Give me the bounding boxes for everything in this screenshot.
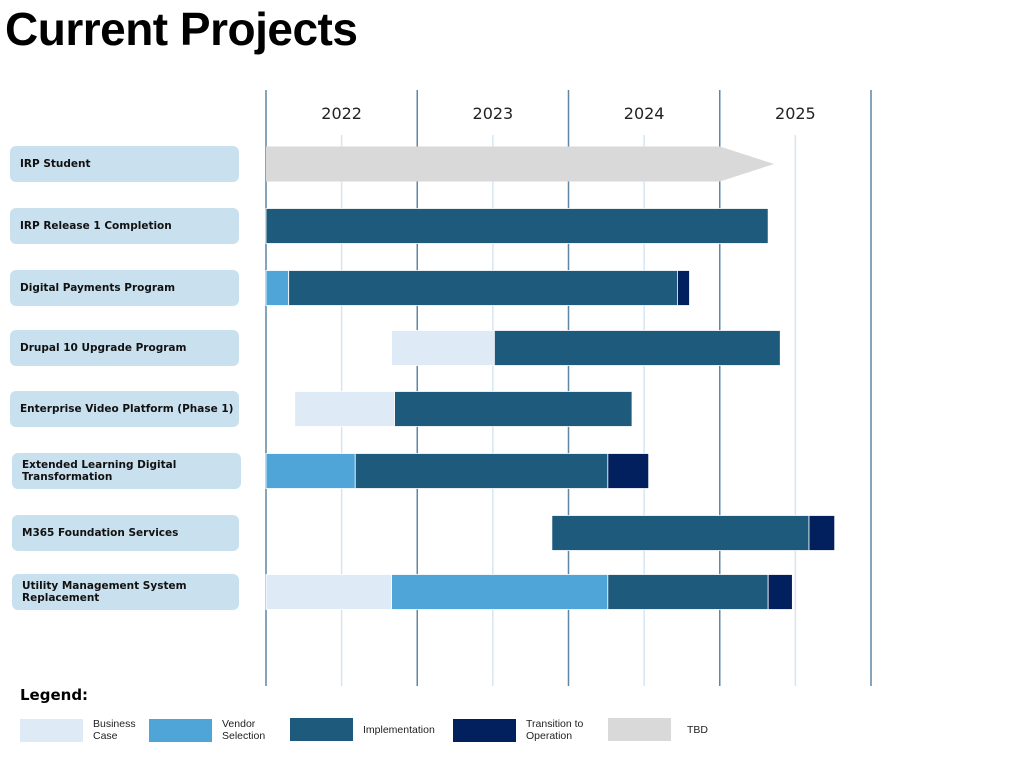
bar-segment-implementation [607, 574, 769, 610]
project-label: Extended Learning Digital Transformation [12, 453, 241, 489]
legend-label: Implementation [363, 723, 435, 736]
year-label: 2022 [321, 104, 362, 123]
bar-segment-transition [767, 574, 793, 610]
bar-segment-transition [607, 453, 650, 489]
project-label: Digital Payments Program [10, 270, 239, 306]
bar-segment-vendor-selection [391, 574, 609, 610]
project-label: M365 Foundation Services [12, 515, 239, 551]
legend-item-implementation: Implementation [290, 718, 435, 741]
legend-swatch [290, 718, 353, 741]
year-label: 2025 [775, 104, 816, 123]
bar-segment-business-case [391, 330, 495, 366]
legend-label: TBD [687, 723, 708, 736]
legend-label: Transition to Operation [526, 718, 584, 742]
bar-segment-implementation [354, 453, 609, 489]
legend-swatch [149, 718, 212, 742]
legend-label: Business Case [93, 718, 136, 742]
bar-segment-implementation [551, 515, 810, 551]
legend-swatch [453, 718, 516, 742]
legend-item-transition: Transition to Operation [453, 718, 583, 742]
bar-segment-implementation [493, 330, 781, 366]
legend-label: Vendor Selection [222, 718, 266, 742]
legend-swatch [20, 718, 83, 742]
bar-segment-business-case [265, 574, 392, 610]
legend-item-vendor-selection: Vendor Selection [149, 718, 265, 742]
legend-item-tbd: TBD [608, 718, 708, 741]
project-label: Utility Management System Replacement [12, 574, 239, 610]
project-label: Drupal 10 Upgrade Program [10, 330, 239, 366]
page-title: Current Projects [5, 3, 358, 55]
bar-segment-business-case [294, 391, 395, 427]
legend-item-business-case: Business Case [20, 718, 136, 742]
bar-segment-transition [808, 515, 836, 551]
bar-segment-transition [677, 270, 690, 306]
bar-segment-implementation [265, 208, 769, 244]
bar-segment-vendor-selection [265, 453, 356, 489]
project-label: IRP Release 1 Completion [10, 208, 239, 244]
year-label: 2024 [624, 104, 665, 123]
bar-segment-tbd [266, 146, 775, 182]
project-label: Enterprise Video Platform (Phase 1) [10, 391, 239, 427]
bar-segment-implementation [394, 391, 633, 427]
legend-swatch [608, 718, 671, 741]
legend-title: Legend: [20, 686, 89, 704]
bar-segment-vendor-selection [265, 270, 290, 306]
bar-segment-implementation [288, 270, 678, 306]
year-label: 2023 [473, 104, 514, 123]
project-label: IRP Student [10, 146, 239, 182]
